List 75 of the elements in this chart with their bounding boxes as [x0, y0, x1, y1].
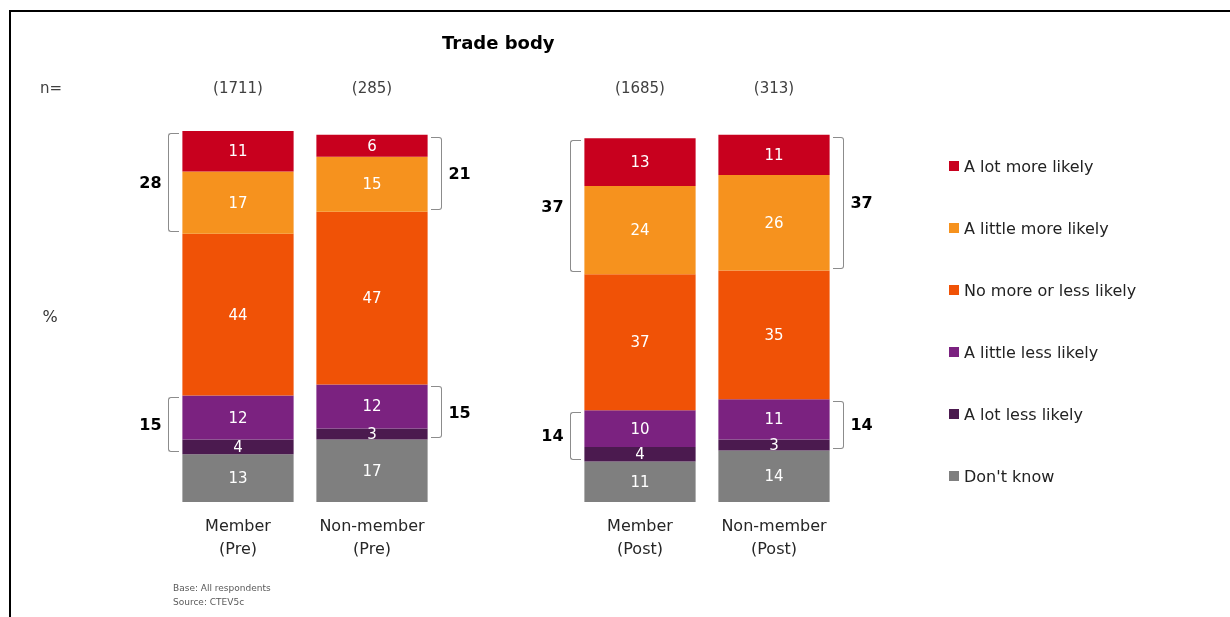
bar — [316, 134, 428, 157]
legend-label: A lot more likely — [964, 156, 1094, 176]
data-label: 3 — [769, 436, 779, 455]
x-tick-label: Non-member (Post) — [721, 516, 828, 558]
data-label: 13 — [630, 153, 650, 172]
data-label: 15 — [362, 175, 382, 194]
bar — [718, 450, 830, 502]
bar — [718, 134, 830, 176]
legend-label: A lot less likely — [964, 404, 1084, 424]
data-label: 44 — [228, 305, 248, 324]
data-label: 37 — [630, 333, 650, 352]
bar — [316, 211, 428, 385]
bar — [718, 399, 830, 440]
legend-label: No more or less likely — [964, 280, 1137, 300]
x-tick-label: Member (Post) — [607, 516, 674, 558]
data-label: 11 — [228, 142, 248, 161]
x-tick-label: Member (Pre) — [205, 516, 272, 558]
bar — [182, 439, 294, 455]
annotation: 21 — [448, 163, 471, 183]
bar — [182, 233, 294, 396]
bar — [584, 410, 696, 447]
legend-label: A little less likely — [964, 342, 1099, 362]
data-label: 11 — [764, 145, 784, 164]
text: n= — [40, 79, 63, 97]
x-tick-label: Non-member (Pre) — [319, 516, 426, 558]
data-label: 35 — [764, 325, 784, 344]
bar — [718, 175, 830, 271]
text: (285) — [351, 79, 393, 97]
bar — [584, 186, 696, 275]
annotation: 14 — [541, 426, 564, 446]
data-label: 12 — [362, 397, 382, 416]
text: % — [42, 307, 58, 326]
data-label: 13 — [228, 469, 248, 488]
bar — [316, 156, 428, 212]
text: 15 — [139, 415, 162, 435]
data-label: 47 — [362, 289, 382, 308]
text: 37 — [850, 193, 873, 213]
text: (1685) — [615, 79, 665, 97]
bar — [584, 461, 696, 502]
text: (1711) — [213, 79, 263, 97]
source-note: Source: CTEV5c — [173, 597, 245, 607]
data-label: 14 — [764, 467, 784, 486]
bar — [718, 439, 830, 451]
legend-label: A little more likely — [964, 218, 1109, 238]
text: (313) — [753, 79, 795, 97]
bar — [316, 384, 428, 429]
bar — [316, 439, 428, 502]
data-label: 26 — [764, 213, 784, 232]
bar — [182, 131, 294, 172]
data-label: 12 — [228, 408, 248, 427]
data-label: 10 — [630, 419, 650, 438]
data-label: 17 — [228, 193, 248, 212]
data-label: 6 — [367, 136, 377, 155]
legend-label: Don't know — [964, 466, 1055, 486]
data-label: 4 — [635, 445, 645, 464]
text: 14 — [850, 415, 873, 435]
bar — [718, 270, 830, 400]
chart-title: Trade body — [442, 31, 555, 53]
bar — [316, 428, 428, 440]
bar — [182, 454, 294, 502]
annotation: 15 — [448, 402, 471, 422]
text: 28 — [139, 172, 162, 192]
text: Base: All respondents — [173, 583, 271, 593]
bar — [182, 395, 294, 440]
bar — [584, 274, 696, 411]
bar — [584, 446, 696, 462]
data-label: 3 — [367, 425, 377, 444]
data-label: 17 — [362, 461, 382, 480]
data-label: 11 — [630, 472, 650, 491]
bar — [584, 138, 696, 187]
annotation: 37 — [541, 196, 564, 216]
data-label: 24 — [630, 221, 650, 240]
data-label: 4 — [233, 437, 243, 456]
bar — [182, 171, 294, 234]
data-label: 11 — [764, 410, 784, 429]
